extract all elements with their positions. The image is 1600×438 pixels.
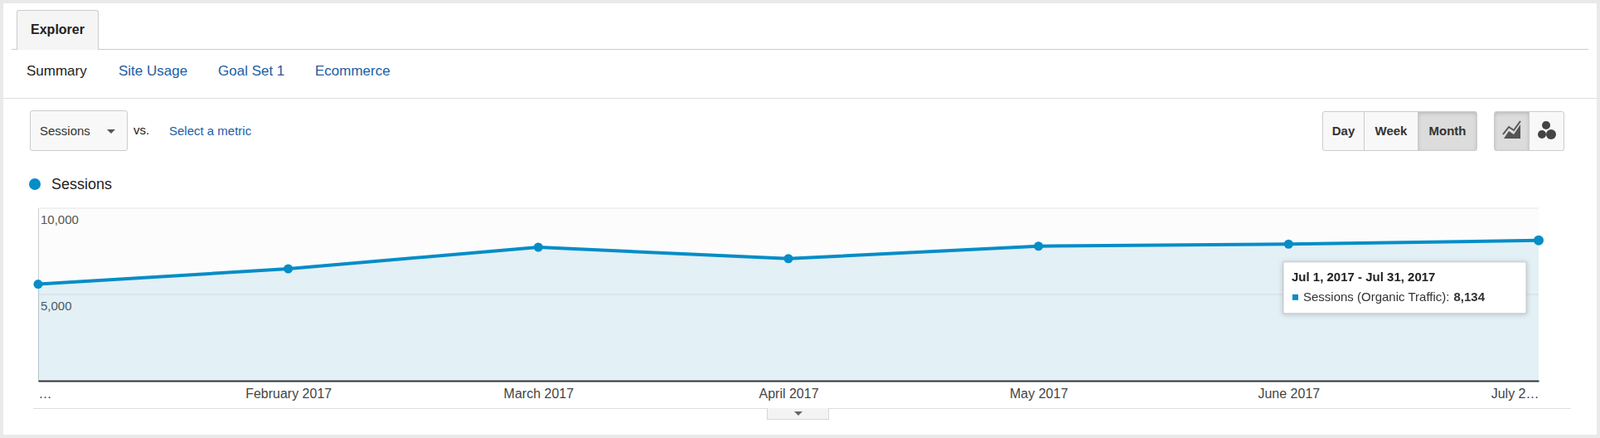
series-point[interactable] bbox=[784, 253, 794, 263]
plot-background bbox=[38, 208, 1539, 381]
x-tick: June 2017 bbox=[1257, 386, 1320, 401]
legend-marker bbox=[29, 178, 41, 190]
series-point[interactable] bbox=[533, 242, 544, 253]
period-button[interactable]: Month bbox=[1417, 111, 1478, 151]
x-tick-label: February 2017 bbox=[245, 386, 332, 401]
y-tick: 10,000 bbox=[38, 208, 79, 227]
y-tick-label: 10,000 bbox=[40, 212, 79, 227]
x-tick-label: April 2017 bbox=[758, 386, 819, 401]
series-point[interactable] bbox=[1033, 241, 1043, 251]
x-axis: … February 2017 March 2017 April 2017 May 20… bbox=[38, 381, 1540, 402]
vs-label: vs. bbox=[133, 122, 150, 137]
tooltip: Jul 1, 2017 - Jul 31, 2017 Sessions (Orga… bbox=[1283, 261, 1527, 314]
period-button[interactable]: Day bbox=[1322, 111, 1365, 151]
icon-dot bbox=[1546, 129, 1557, 140]
chart-type-buttons bbox=[1493, 111, 1565, 151]
x-tick-label: … bbox=[38, 386, 53, 401]
page: Explorer Summary Site Usage Goal Set 1 Ecomm… bbox=[0, 0, 1600, 438]
x-tick-label: March 2017 bbox=[504, 386, 575, 401]
x-tick: April 2017 bbox=[758, 386, 819, 401]
icon bbox=[1529, 111, 1564, 151]
period-buttons: DayWeekMonth bbox=[1322, 111, 1478, 151]
chart-type-button[interactable] bbox=[1493, 111, 1530, 151]
icon-dot bbox=[1537, 130, 1547, 139]
icon-area bbox=[1503, 124, 1521, 139]
tooltip-value: 8,134 bbox=[1453, 289, 1485, 304]
tab-line bbox=[11, 48, 1589, 50]
icon-dot bbox=[1541, 121, 1551, 130]
subtab: Summary bbox=[26, 63, 88, 80]
divider bbox=[3, 97, 1597, 99]
icon-line bbox=[1503, 121, 1521, 135]
caret bbox=[794, 411, 803, 416]
tooltip-label: Sessions (Organic Traffic): bbox=[1303, 289, 1450, 304]
x-tick: … bbox=[38, 386, 53, 401]
x-tick-label: June 2017 bbox=[1257, 386, 1320, 401]
subtab[interactable]: Goal Set 1 bbox=[218, 63, 285, 80]
tooltip-title: Jul 1, 2017 - Jul 31, 2017 bbox=[1291, 269, 1436, 284]
subtab[interactable]: Site Usage bbox=[118, 63, 188, 80]
tooltip-swatch bbox=[1292, 294, 1299, 301]
grid-line bbox=[38, 208, 1539, 209]
x-tick: February 2017 bbox=[245, 386, 332, 401]
x-tick-label: May 2017 bbox=[1009, 386, 1068, 401]
x-tick: May 2017 bbox=[1009, 386, 1068, 401]
tab[interactable]: Explorer bbox=[16, 9, 99, 50]
series-point[interactable] bbox=[1284, 239, 1294, 249]
metric-select[interactable]: Sessions bbox=[29, 110, 128, 151]
select-metric-link[interactable]: Select a metric bbox=[169, 123, 252, 138]
series-point[interactable] bbox=[283, 264, 293, 274]
metric-select-text: Sessions bbox=[39, 123, 91, 138]
period-button[interactable]: Week bbox=[1363, 111, 1419, 151]
tooltip-line: Sessions (Organic Traffic):8,134 bbox=[1303, 289, 1486, 304]
plot-marks bbox=[33, 235, 1545, 381]
x-tick: July 2… bbox=[1491, 386, 1540, 401]
x-tick-label: July 2… bbox=[1491, 386, 1540, 401]
caret bbox=[106, 129, 116, 134]
legend: Sessions bbox=[29, 175, 112, 193]
subtab[interactable]: Ecommerce bbox=[315, 63, 391, 80]
x-tick: March 2017 bbox=[504, 386, 575, 401]
series-point[interactable] bbox=[33, 279, 44, 289]
tooltip-box bbox=[1283, 261, 1527, 314]
series-point[interactable] bbox=[1533, 235, 1544, 246]
chart: 5,00010,000…February 2017March 2017April… bbox=[0, 0, 1600, 438]
chart-type-button[interactable] bbox=[1528, 111, 1565, 151]
series-area bbox=[38, 240, 1539, 381]
icon bbox=[1494, 111, 1529, 151]
collapse-tab[interactable] bbox=[766, 407, 830, 420]
legend-label: Sessions bbox=[51, 175, 112, 193]
